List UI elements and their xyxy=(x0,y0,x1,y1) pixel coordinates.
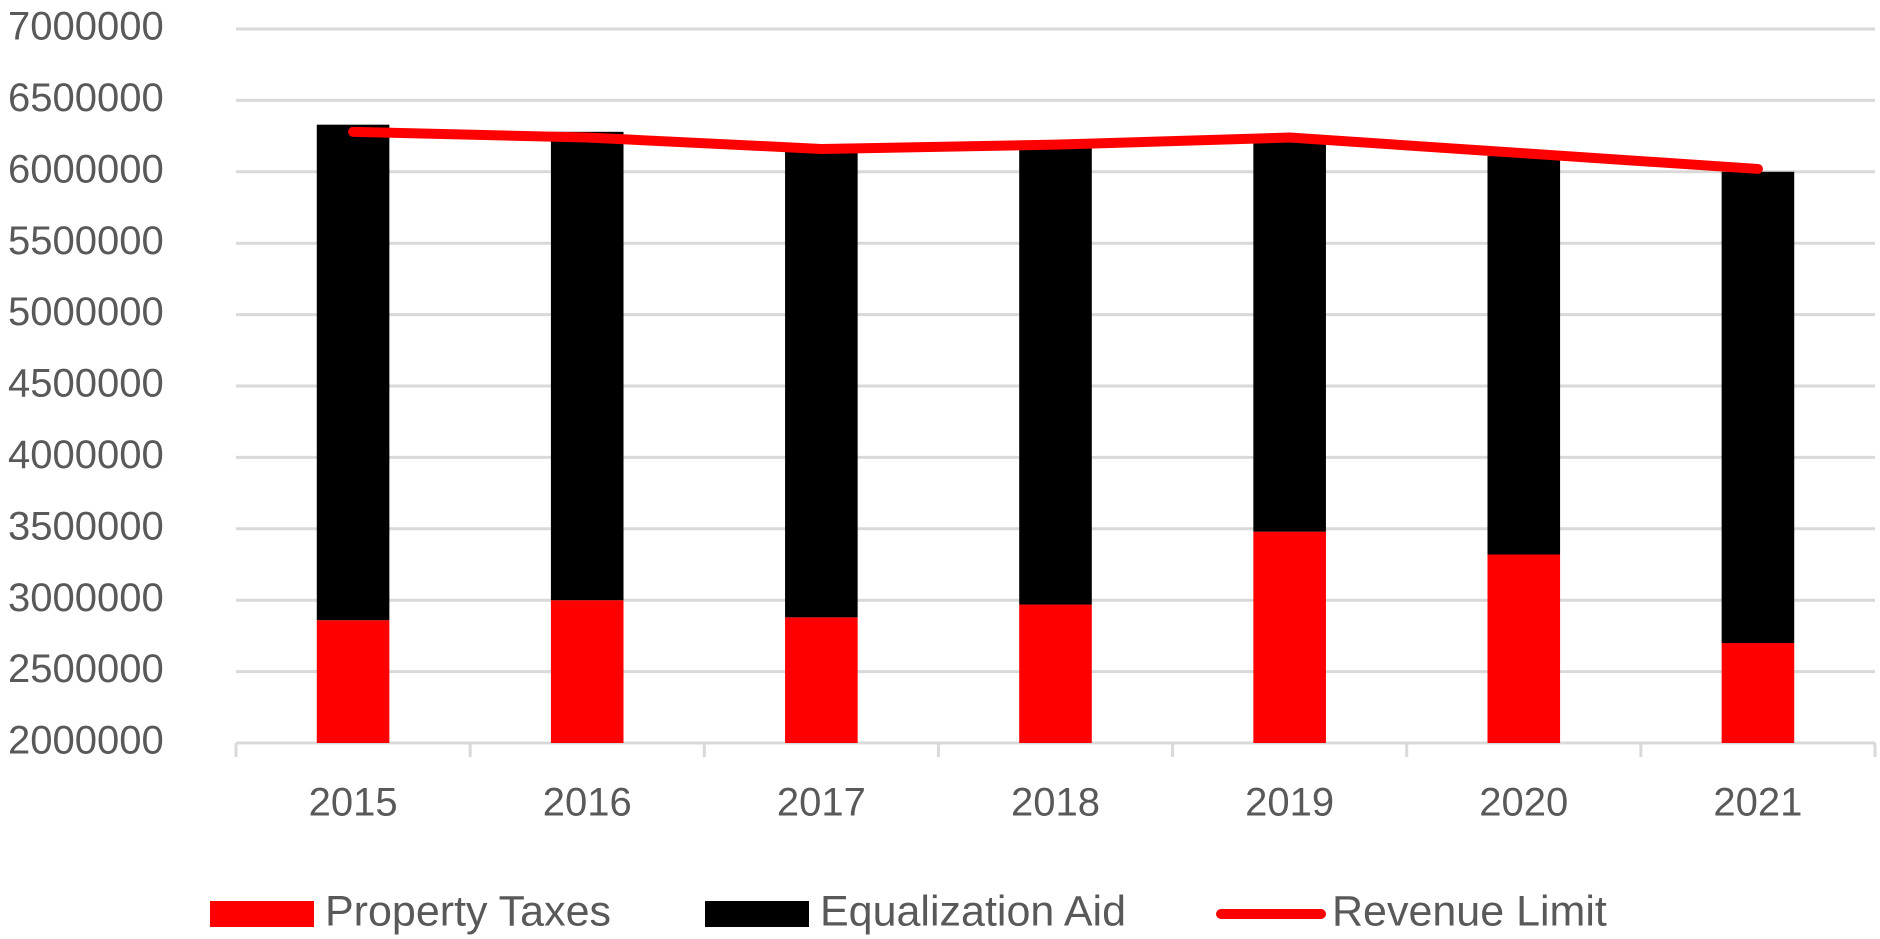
y-tick-label: 2000000 xyxy=(8,719,164,763)
bar xyxy=(785,617,858,743)
legend-swatch xyxy=(705,901,809,927)
x-tick-label: 2015 xyxy=(309,781,398,825)
bar xyxy=(550,600,624,743)
y-tick-label: 4500000 xyxy=(8,362,164,406)
y-tick-label: 6500000 xyxy=(8,76,164,120)
bar xyxy=(550,131,624,601)
bar xyxy=(1487,554,1561,743)
bar xyxy=(1019,144,1092,605)
bar xyxy=(1253,138,1326,532)
y-tick-label: 5500000 xyxy=(8,219,164,263)
x-tick-label: 2016 xyxy=(543,781,632,825)
x-tick-label: 2017 xyxy=(777,781,866,825)
y-tick-label: 6000000 xyxy=(8,147,164,191)
y-tick-label: 5000000 xyxy=(8,290,164,334)
x-tick-label: 2018 xyxy=(1011,781,1100,825)
legend-swatch xyxy=(210,901,314,927)
bar xyxy=(316,620,390,743)
bar xyxy=(1253,531,1326,743)
x-tick-label: 2020 xyxy=(1479,781,1568,825)
bar xyxy=(785,148,858,618)
bar xyxy=(1721,643,1795,743)
x-tick-label: 2019 xyxy=(1245,781,1334,825)
x-tick-label: 2021 xyxy=(1713,781,1802,825)
legend-label: Property Taxes xyxy=(325,887,611,935)
y-tick-label: 3000000 xyxy=(8,576,164,620)
legend-label: Revenue Limit xyxy=(1332,887,1607,935)
y-tick-label: 3500000 xyxy=(8,504,164,548)
y-tick-label: 7000000 xyxy=(8,5,164,49)
y-tick-label: 4000000 xyxy=(8,433,164,477)
y-tick-label: 2500000 xyxy=(8,647,164,691)
bar xyxy=(1721,171,1795,644)
line xyxy=(348,126,1763,174)
bar xyxy=(1487,156,1561,555)
bar xyxy=(1019,604,1092,743)
legend-label: Equalization Aid xyxy=(820,887,1126,935)
bar xyxy=(316,124,390,621)
